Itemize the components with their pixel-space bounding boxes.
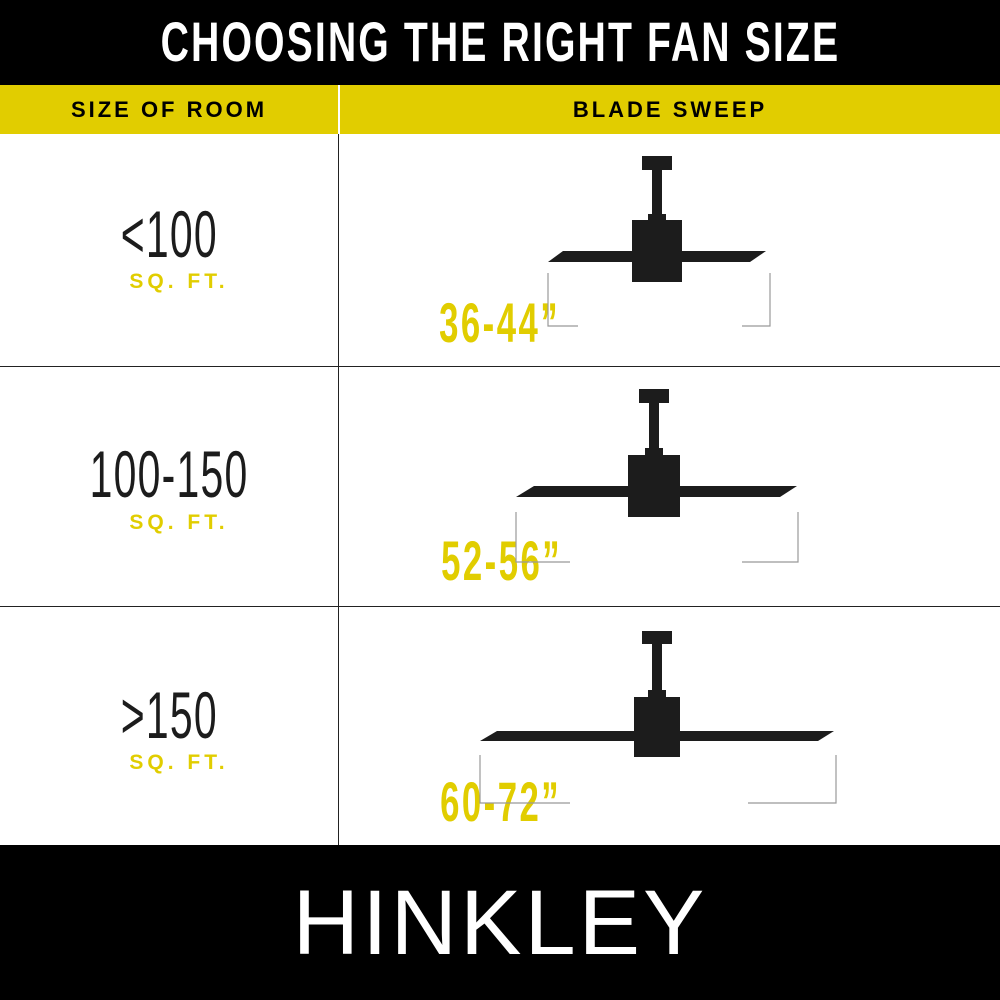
room-unit: SQ. FT. (129, 270, 229, 293)
room-unit: SQ. FT. (129, 751, 229, 774)
ceiling-fan-icon (548, 156, 766, 282)
title-bar (0, 0, 1000, 85)
brand-bar (0, 845, 1000, 1000)
room-size: >150 (120, 678, 218, 752)
blade-sweep-value: 60-72” (440, 770, 562, 833)
column-divider (338, 134, 339, 845)
room-size: <100 (120, 197, 218, 271)
blade-sweep-value: 52-56” (441, 529, 563, 592)
brand-logo: HINKLEY (292, 872, 708, 974)
ceiling-fan-icon (516, 389, 797, 517)
sweep-bracket (515, 512, 799, 563)
room-size: 100-150 (89, 437, 249, 511)
column-header-sweep: BLADE SWEEP (340, 85, 1000, 134)
blade-sweep-value: 36-44” (439, 291, 561, 354)
row-divider (0, 606, 1000, 607)
ceiling-fan-icon (480, 631, 834, 757)
row-divider (0, 366, 1000, 367)
page-title: CHOOSING THE RIGHT FAN SIZE (160, 10, 840, 73)
room-unit: SQ. FT. (129, 511, 229, 534)
sweep-bracket (479, 755, 837, 804)
sweep-bracket (547, 273, 771, 327)
column-header-room: SIZE OF ROOM (0, 85, 338, 134)
